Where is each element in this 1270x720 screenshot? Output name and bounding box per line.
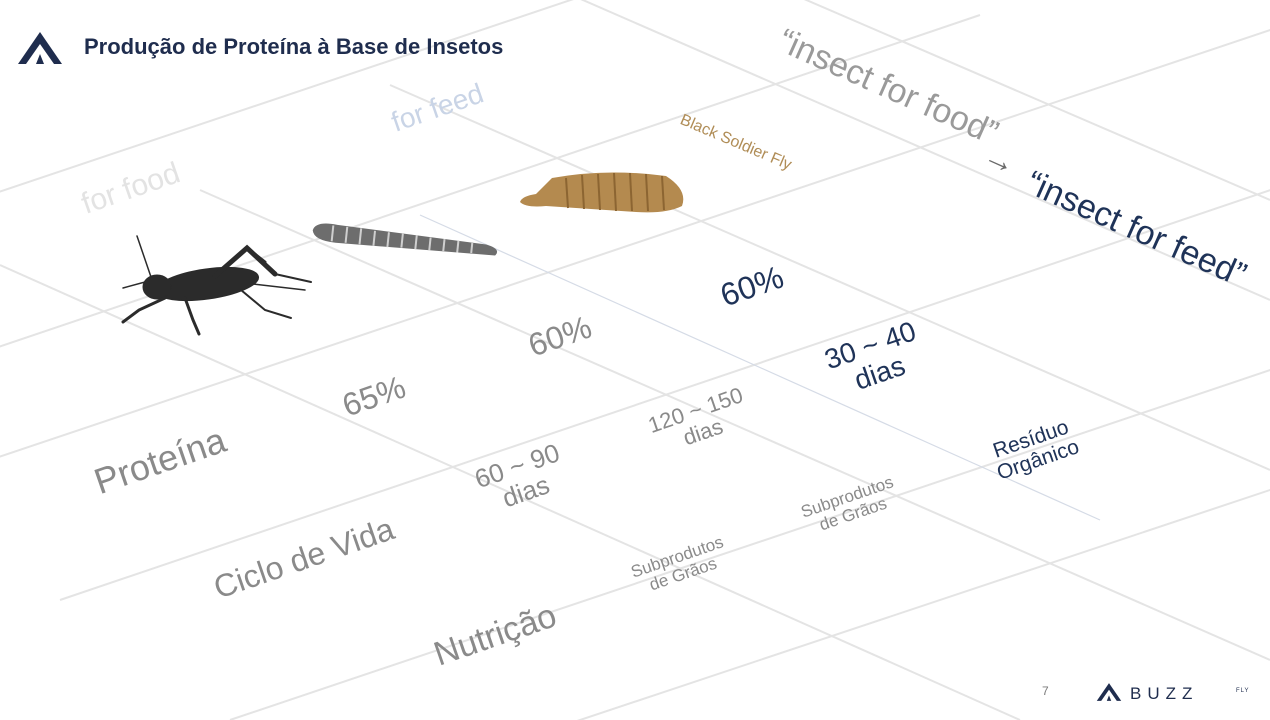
grid-line: [389, 84, 1270, 471]
black-soldier-fly-larva-icon: [520, 172, 684, 213]
grid-line: [199, 189, 1270, 661]
grid-line: [0, 29, 1270, 458]
grid-line: [0, 264, 1021, 720]
buzzfly-logo-icon: [18, 32, 62, 64]
grid-line: [0, 14, 981, 348]
grid-line: [803, 0, 1270, 201]
page-title: Produção de Proteína à Base de Insetos: [84, 34, 504, 59]
grid-line-accent: [419, 214, 1101, 521]
grid-line: [229, 369, 1270, 720]
grid-line: [576, 488, 1270, 720]
cricket-icon: [121, 235, 312, 336]
grid-line: [59, 189, 1270, 601]
grid-line: [0, 0, 574, 193]
buzzfly-footer-logo-icon: [1096, 683, 1122, 701]
grid-line: [580, 0, 1270, 301]
page-number: 7: [1042, 684, 1049, 698]
mealworm-icon: [312, 223, 498, 256]
brand-name: BUZZ: [1130, 684, 1199, 703]
brand-suffix: FLY: [1236, 688, 1250, 694]
